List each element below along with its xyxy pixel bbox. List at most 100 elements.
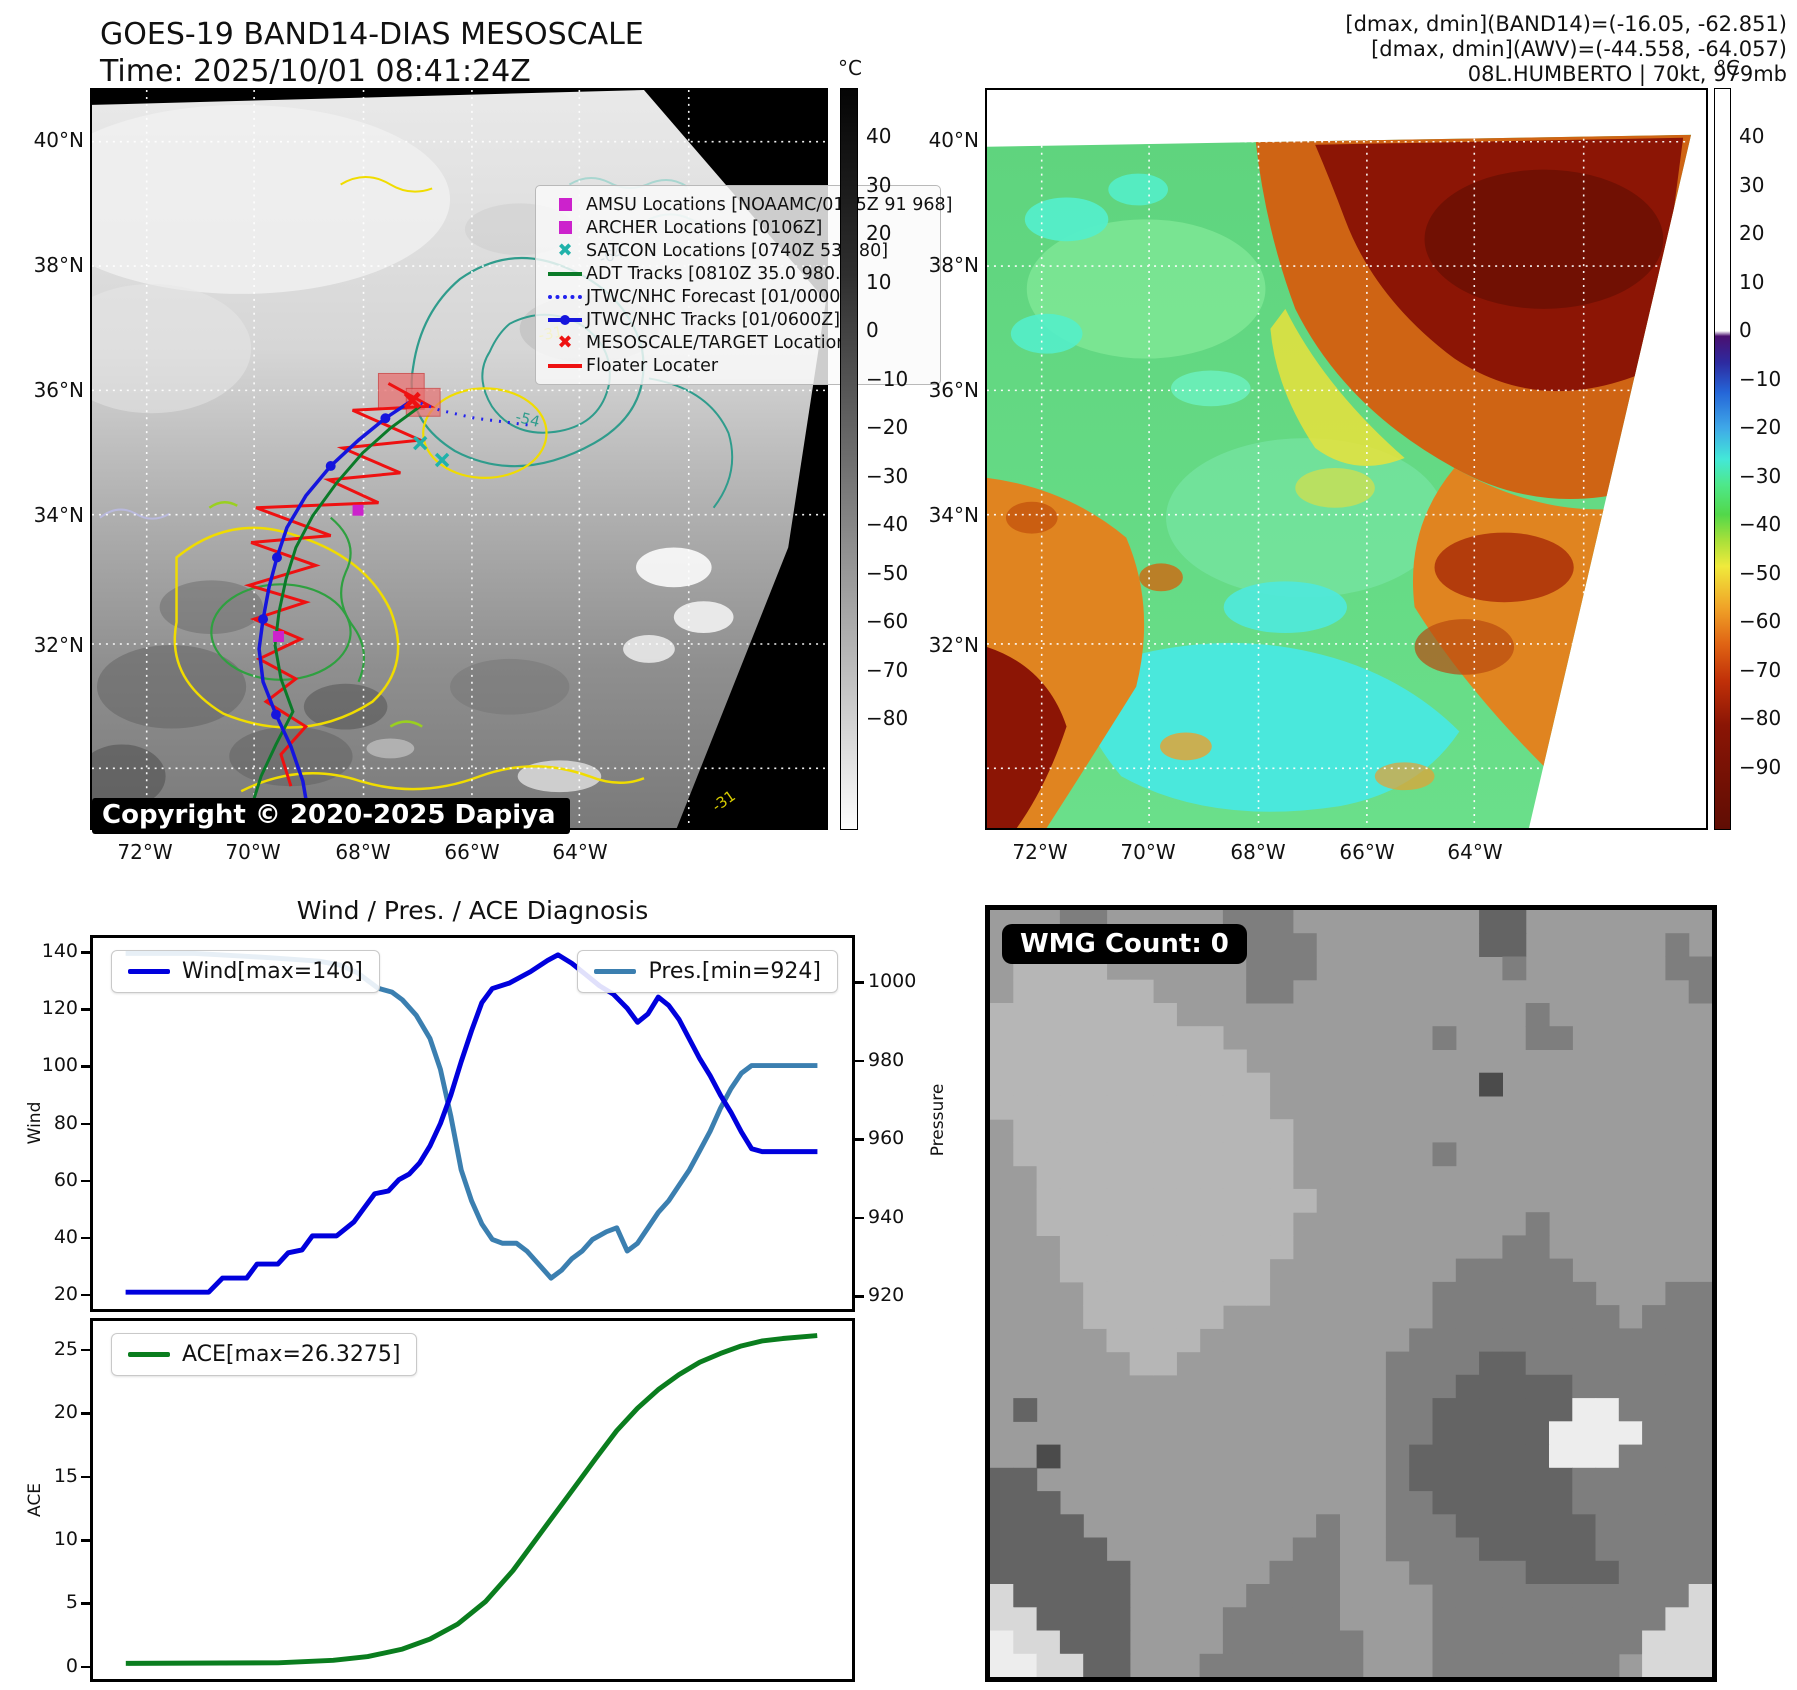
wind-tickmark: [81, 951, 90, 954]
legend-row: ✖ MESOSCALE/TARGET Location: [544, 331, 930, 354]
pressure-axis-label: Pressure: [928, 1083, 948, 1157]
storm-id-intensity: 08L.HUMBERTO | 70kt, 979mb: [1467, 62, 1787, 86]
diagnosis-title: Wind / Pres. / ACE Diagnosis: [296, 896, 649, 925]
awv-colorbar-tick: −40: [1739, 512, 1782, 537]
awv-colorbar-tick: −30: [1739, 463, 1782, 488]
awv-lon-label: 68°W: [1230, 840, 1286, 864]
pressure-tick: 960: [868, 1127, 905, 1150]
pressure-line-swatch: [594, 969, 637, 974]
pressure-tickmark: [855, 981, 864, 984]
copyright-watermark: Copyright © 2020-2025 Dapiya: [92, 798, 570, 834]
line-icon: [544, 363, 586, 368]
ace-plot: [125, 1333, 818, 1666]
band14-lat-label: 34°N: [33, 503, 84, 527]
pressure-tick: 920: [868, 1284, 905, 1307]
wind-tickmark: [81, 1293, 90, 1297]
band14-lat-label: 36°N: [33, 378, 84, 402]
wind-tickmark: [81, 1236, 90, 1240]
band14-colorbar-tick: 10: [866, 269, 892, 294]
awv-colorbar-unit: °C: [1716, 56, 1740, 80]
awv-colorbar-tick: −50: [1739, 560, 1782, 585]
band14-colorbar-unit: °C: [838, 56, 862, 80]
satellite-product-title: GOES-19 BAND14-DIAS MESOSCALE: [100, 17, 644, 52]
ace-tick: 15: [53, 1464, 78, 1487]
band14-colorbar-tick: −80: [866, 706, 909, 731]
svg-text:-31: -31: [709, 787, 739, 816]
floater-locater-track: [243, 382, 436, 787]
pressure-tickmark: [855, 1295, 864, 1298]
legend-label: JTWC/NHC Forecast [01/0000Z]: [586, 286, 860, 307]
awv-imagery: [987, 90, 1706, 828]
jtwc-track-points: [258, 413, 391, 720]
awv-colorbar-tick: 10: [1739, 269, 1765, 294]
awv-colorbar-tick: 30: [1739, 172, 1765, 197]
ace-tick: 0: [65, 1654, 78, 1677]
wind-tick: 20: [53, 1282, 78, 1305]
pressure-tickmark: [855, 1216, 864, 1220]
dmax-dmin-awv: [dmax, dmin](AWV)=(-44.558, -64.057): [1371, 37, 1787, 61]
awv-colorbar-tick: −60: [1739, 609, 1782, 634]
graticule: [987, 90, 1706, 828]
wind-tick: 40: [53, 1225, 78, 1248]
legend-row: ADT Tracks [0810Z 35.0 980.7]: [544, 262, 930, 285]
awv-lat-label: 36°N: [928, 378, 979, 402]
data-line: [125, 1333, 818, 1666]
wind-legend: Wind[max=140]: [111, 950, 380, 993]
pressure-tickmark: [855, 1059, 864, 1063]
target-x-marker: [403, 391, 421, 409]
band14-colorbar-tick: −20: [866, 415, 909, 440]
pressure-tick: 940: [868, 1205, 905, 1228]
ace-chart: ACE[max=26.3275]: [90, 1318, 855, 1682]
awv-lon-label: 70°W: [1120, 840, 1176, 864]
band14-colorbar-tick: −50: [866, 560, 909, 585]
awv-colorbar-tick: −70: [1739, 657, 1782, 682]
ace-line-swatch: [128, 1352, 170, 1357]
pressure-tickmark: [855, 1138, 864, 1141]
band14-colorbar-tick: −40: [866, 512, 909, 537]
awv-colorbar-tick: −80: [1739, 706, 1782, 731]
wind-pressure-plot: [125, 950, 818, 1295]
square-icon: [544, 198, 586, 211]
legend-row: Floater Locater: [544, 354, 930, 377]
header-stats: [dmax, dmin](BAND14)=(-16.05, -62.851) […: [1345, 12, 1787, 87]
ace-tickmark: [81, 1602, 90, 1605]
pressure-tick: 1000: [868, 970, 917, 993]
band14-colorbar-tick: 40: [866, 124, 892, 149]
awv-water-vapor-map: [985, 88, 1708, 830]
adt-track: [249, 405, 422, 809]
awv-lon-label: 64°W: [1447, 840, 1503, 864]
band14-colorbar-tick: −10: [866, 366, 909, 391]
awv-colorbar: [1714, 88, 1731, 830]
temperature-contours: [99, 176, 734, 793]
awv-lon-label: 66°W: [1339, 840, 1395, 864]
dmax-dmin-band14: [dmax, dmin](BAND14)=(-16.05, -62.851): [1345, 12, 1787, 36]
wind-tick: 80: [53, 1111, 78, 1134]
map-legend: AMSU Locations [NOAAMC/0125Z 91 968] ARCH…: [535, 185, 952, 385]
awv-colorbar-tick: −10: [1739, 366, 1782, 391]
jtwc-track: [257, 398, 414, 817]
band14-colorbar-tick: −70: [866, 657, 909, 682]
awv-colorbar-tick: 40: [1739, 124, 1765, 149]
legend-label: AMSU Locations [NOAAMC/0125Z 91 968]: [586, 194, 953, 215]
band14-colorbar-tick: 20: [866, 221, 892, 246]
ace-tick: 5: [65, 1591, 78, 1614]
awv-texture: [987, 134, 1692, 828]
ace-legend-label: ACE[max=26.3275]: [182, 1342, 401, 1367]
ace-tickmark: [81, 1412, 90, 1415]
awv-colorbar-tick: 0: [1739, 318, 1752, 343]
awv-colorbar-tick: −20: [1739, 415, 1782, 440]
ace-tickmark: [81, 1665, 90, 1669]
wind-tick: 140: [41, 940, 78, 963]
band14-lon-label: 72°W: [117, 840, 173, 864]
band14-lat-label: 32°N: [33, 633, 84, 657]
awv-lat-label: 40°N: [928, 128, 979, 152]
band14-colorbar-tick: 0: [866, 318, 879, 343]
amsu-archer-markers: [273, 504, 364, 643]
awv-lat-label: 38°N: [928, 253, 979, 277]
data-line: [125, 950, 818, 1281]
awv-lat-label: 34°N: [928, 503, 979, 527]
wmg-mosaic: [990, 910, 1712, 1677]
dotted-line-icon: [544, 294, 586, 299]
ace-legend: ACE[max=26.3275]: [111, 1333, 418, 1376]
